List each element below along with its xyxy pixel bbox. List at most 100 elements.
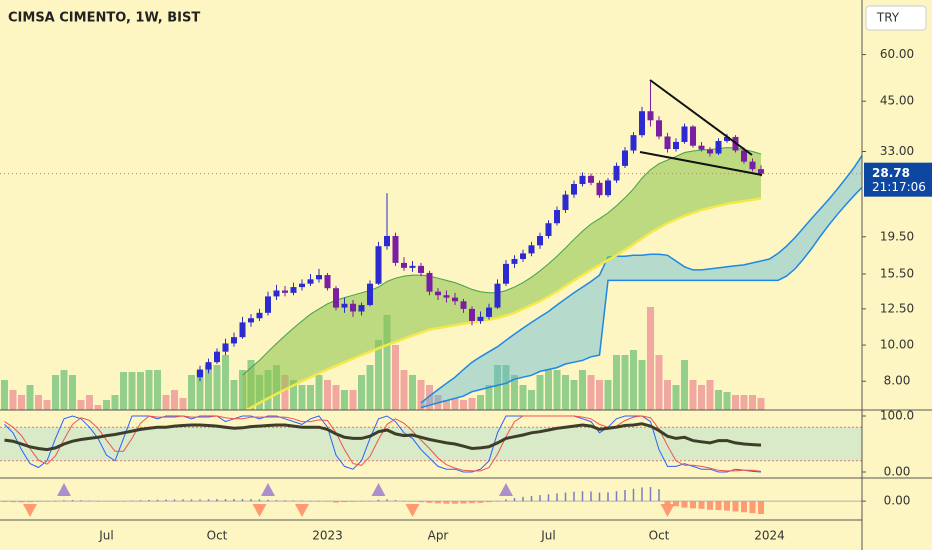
volume-bar bbox=[536, 375, 544, 410]
volume-bar bbox=[400, 370, 408, 410]
rsi-line bbox=[4, 422, 762, 452]
stoch-tick-label: 100.0 bbox=[880, 408, 914, 422]
oscillator-bar bbox=[573, 491, 575, 502]
candle-body bbox=[409, 265, 416, 268]
x-tick-label: 2023 bbox=[312, 529, 343, 543]
candle-body bbox=[503, 263, 509, 284]
candle-body bbox=[571, 184, 577, 195]
oscillator-bar bbox=[496, 500, 499, 502]
volume-bar bbox=[485, 385, 493, 410]
oscillator-bar bbox=[63, 500, 65, 502]
oscillator-bar bbox=[18, 501, 25, 503]
volume-bar bbox=[647, 307, 654, 410]
oscillator-tick-label: 0.00 bbox=[884, 494, 911, 508]
oscillator-pane bbox=[0, 483, 862, 517]
oscillator-bar bbox=[54, 500, 57, 502]
candle-body bbox=[375, 246, 382, 284]
cloud-fill bbox=[421, 155, 862, 408]
oscillator-bar bbox=[44, 501, 50, 502]
volume-bar bbox=[698, 385, 705, 410]
volume-bar bbox=[86, 395, 93, 410]
stoch-pane bbox=[0, 415, 862, 473]
volume-bar bbox=[188, 375, 195, 410]
candle-body bbox=[664, 136, 671, 150]
volume-bar bbox=[137, 372, 144, 410]
oscillator-bar bbox=[139, 500, 142, 502]
candle-body bbox=[630, 135, 637, 151]
ribbon-lower bbox=[244, 197, 762, 410]
oscillator-bar bbox=[615, 491, 618, 502]
oscillator-bar bbox=[590, 491, 592, 502]
oscillator-bar bbox=[122, 500, 125, 502]
volume-bar bbox=[443, 400, 450, 410]
candle-body bbox=[214, 351, 220, 363]
volume-bar bbox=[749, 395, 756, 410]
candle-body bbox=[358, 305, 365, 312]
y-tick-label: 45.00 bbox=[880, 94, 914, 108]
y-tick-label: 12.50 bbox=[880, 301, 914, 315]
oscillator-bar bbox=[165, 499, 167, 502]
volume-bar bbox=[604, 380, 612, 410]
volume-bar bbox=[307, 385, 314, 410]
last-price-box bbox=[864, 162, 932, 197]
candle-body bbox=[248, 318, 254, 323]
oscillator-bar bbox=[131, 500, 133, 502]
candle-body bbox=[401, 262, 407, 268]
oscillator-bar bbox=[522, 496, 524, 502]
candle-body bbox=[435, 291, 441, 296]
volume-bar bbox=[723, 392, 731, 410]
cloud-line-a bbox=[420, 154, 862, 404]
volume-bar bbox=[477, 395, 484, 410]
candle-body bbox=[231, 337, 237, 344]
volume-bar bbox=[213, 365, 221, 410]
price-pane bbox=[0, 80, 862, 410]
volume-bar bbox=[332, 385, 340, 410]
candle-body bbox=[426, 272, 433, 292]
candle-body bbox=[460, 301, 467, 309]
candle-body bbox=[307, 279, 314, 284]
volume-bar bbox=[281, 375, 289, 410]
volume-bar bbox=[638, 360, 646, 410]
volume-bar bbox=[205, 365, 212, 410]
oscillator-bar bbox=[724, 501, 730, 511]
candle-body bbox=[477, 316, 484, 322]
candle-body bbox=[350, 303, 356, 312]
oscillator-bar bbox=[649, 487, 652, 502]
volume-bar bbox=[664, 380, 671, 410]
oscillator-bar bbox=[148, 499, 150, 502]
volume-bar bbox=[154, 370, 161, 410]
x-tick-label: Oct bbox=[207, 529, 228, 543]
candle-body bbox=[341, 303, 348, 308]
candle-body bbox=[205, 362, 212, 370]
oscillator-bar bbox=[664, 501, 671, 505]
oscillator-bar bbox=[539, 495, 541, 502]
candle-body bbox=[273, 290, 280, 297]
oscillator-bar bbox=[35, 501, 42, 502]
oscillator-bar bbox=[435, 501, 441, 504]
volume-bar bbox=[596, 380, 603, 410]
oscillator-bar bbox=[250, 499, 252, 502]
oscillator-bar bbox=[71, 500, 74, 502]
candle-body bbox=[443, 295, 450, 298]
oscillator-bar bbox=[547, 494, 550, 502]
y-tick-label: 10.00 bbox=[880, 338, 914, 352]
oscillator-bar bbox=[199, 499, 201, 502]
volume-bar bbox=[94, 405, 102, 410]
candle-body bbox=[741, 150, 747, 162]
signal-up bbox=[261, 483, 275, 496]
candle-body bbox=[486, 307, 492, 317]
candle-body bbox=[596, 182, 603, 196]
signal-down bbox=[660, 504, 675, 517]
currency-label[interactable]: TRY bbox=[876, 11, 900, 25]
volume-bar bbox=[460, 400, 467, 410]
volume-bar bbox=[579, 370, 586, 410]
oscillator-bar bbox=[284, 500, 286, 502]
oscillator-bar bbox=[758, 501, 764, 514]
volume-bar bbox=[375, 340, 382, 410]
volume-bar bbox=[740, 395, 748, 410]
volume-bar bbox=[468, 398, 476, 410]
volume-bar bbox=[613, 355, 620, 410]
oscillator-bar bbox=[386, 499, 388, 502]
currency-button[interactable] bbox=[865, 5, 927, 31]
